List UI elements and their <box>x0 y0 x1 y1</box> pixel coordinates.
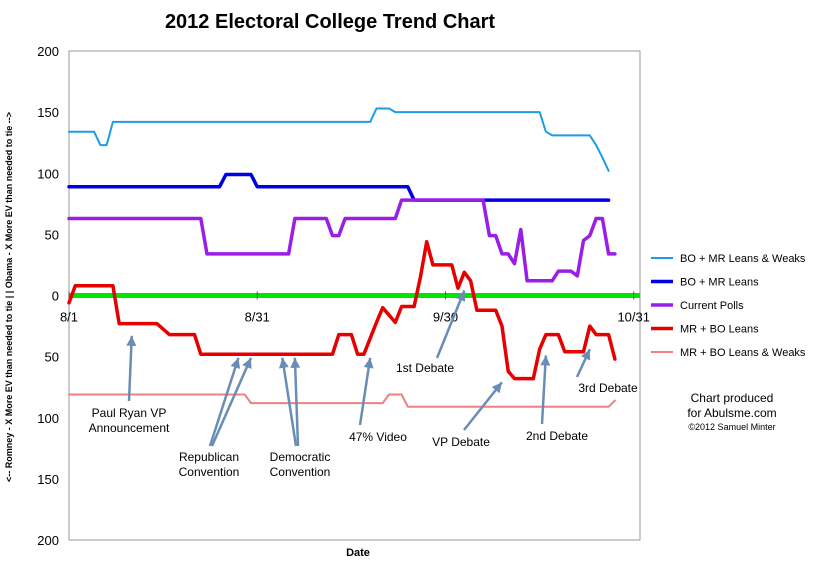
annotation-arrow-shaft <box>293 357 300 447</box>
annotation-arrow-head <box>581 349 591 361</box>
legend-label-5: MR + BO Leans & Weaks <box>680 347 806 359</box>
annotation-label: 2nd Debate <box>526 429 588 443</box>
annotation-arrow-shaft <box>210 357 253 447</box>
credit-line-2: for Abulsme.com <box>687 406 777 420</box>
annotation-arrow-shaft <box>463 381 503 431</box>
annotation-arrow-shaft <box>435 290 466 359</box>
x-tick-label: 8/31 <box>245 310 270 325</box>
series-layer <box>67 107 617 408</box>
annotation-arrow-head <box>540 355 551 366</box>
annotation-label-line: VP Debate <box>432 435 490 449</box>
annotation-arrow-shaft <box>281 357 298 447</box>
series-line-5 <box>68 393 616 408</box>
series-line-2 <box>67 172 611 202</box>
annotation-label-line: 47% Video <box>349 430 407 444</box>
annotation-label-line: Paul Ryan VP <box>92 406 167 420</box>
y-tick-label: 150 <box>37 472 59 487</box>
annotation-label: 3rd Debate <box>578 381 638 395</box>
annotation-label: 47% Video <box>349 430 407 444</box>
annotation-label: Republican Convention <box>179 450 240 479</box>
x-tick-label: 8/1 <box>60 310 78 325</box>
y-tick-label: 50 <box>45 350 59 365</box>
y-tick-label: 200 <box>37 44 59 59</box>
annotation-arrow-head <box>242 357 252 370</box>
chart-title: 2012 Electoral College Trend Chart <box>165 11 495 33</box>
x-tick-label: 10/31 <box>617 310 650 325</box>
annotation-label-line: 1st Debate <box>396 361 454 375</box>
annotation-label-line: Announcement <box>89 421 170 435</box>
annotation-label-line: Convention <box>179 465 240 479</box>
series-line-4 <box>67 239 617 381</box>
annotation-label-line: 3rd Debate <box>578 381 638 395</box>
y-tick-label: 50 <box>45 227 59 242</box>
series-line-3 <box>67 198 617 283</box>
y-tick-label: 0 <box>52 289 59 304</box>
annotation-label-line: Convention <box>270 465 331 479</box>
annotation-arrow-shaft <box>540 355 548 425</box>
y-axis-label: <-- Romney - X More EV than needed to ti… <box>4 112 14 482</box>
y-tick-label: 100 <box>37 166 59 181</box>
annotation-arrow-head <box>363 357 374 369</box>
x-axis-label: Date <box>346 547 370 559</box>
chart-credit: Chart produced for Abulsme.com ©2012 Sam… <box>672 391 792 434</box>
legend: BO + MR Leans & Weaks BO + MR Leans Curren… <box>651 253 806 359</box>
credit-line-3: ©2012 Samuel Minter <box>688 422 776 432</box>
legend-label-3: Current Polls <box>680 300 744 312</box>
annotation-arrow-head <box>290 357 301 369</box>
annotation-label-line: 2nd Debate <box>526 429 588 443</box>
series-line-1 <box>68 107 610 172</box>
annotation-arrow-head <box>455 290 466 302</box>
annotation-arrow-head <box>278 357 289 369</box>
annotation-arrow-shaft <box>358 357 372 426</box>
legend-label-4: MR + BO Leans <box>680 324 759 336</box>
legend-label-2: BO + MR Leans <box>680 277 759 289</box>
y-tick-label: 150 <box>37 105 59 120</box>
annotation-arrow-head <box>126 335 137 347</box>
annotation-label: VP Debate <box>432 435 490 449</box>
annotation-label-line: Democratic <box>270 450 331 464</box>
annotation-label: 1st Debate <box>396 361 454 375</box>
y-tick-label: 200 <box>37 533 59 548</box>
annotation-label: Democratic Convention <box>270 450 331 479</box>
annotation-arrow-shaft <box>127 335 133 402</box>
legend-label-1: BO + MR Leans & Weaks <box>680 253 806 265</box>
annotation-arrow-head <box>230 357 241 369</box>
annotation-label-line: Republican <box>179 450 239 464</box>
annotation-label: Paul Ryan VP Announcement <box>89 406 170 435</box>
annotation-arrow-head <box>491 382 502 394</box>
credit-line-1: Chart produced <box>690 391 774 405</box>
annotation-arrow-shaft <box>208 357 240 447</box>
y-tick-label: 100 <box>37 411 59 426</box>
